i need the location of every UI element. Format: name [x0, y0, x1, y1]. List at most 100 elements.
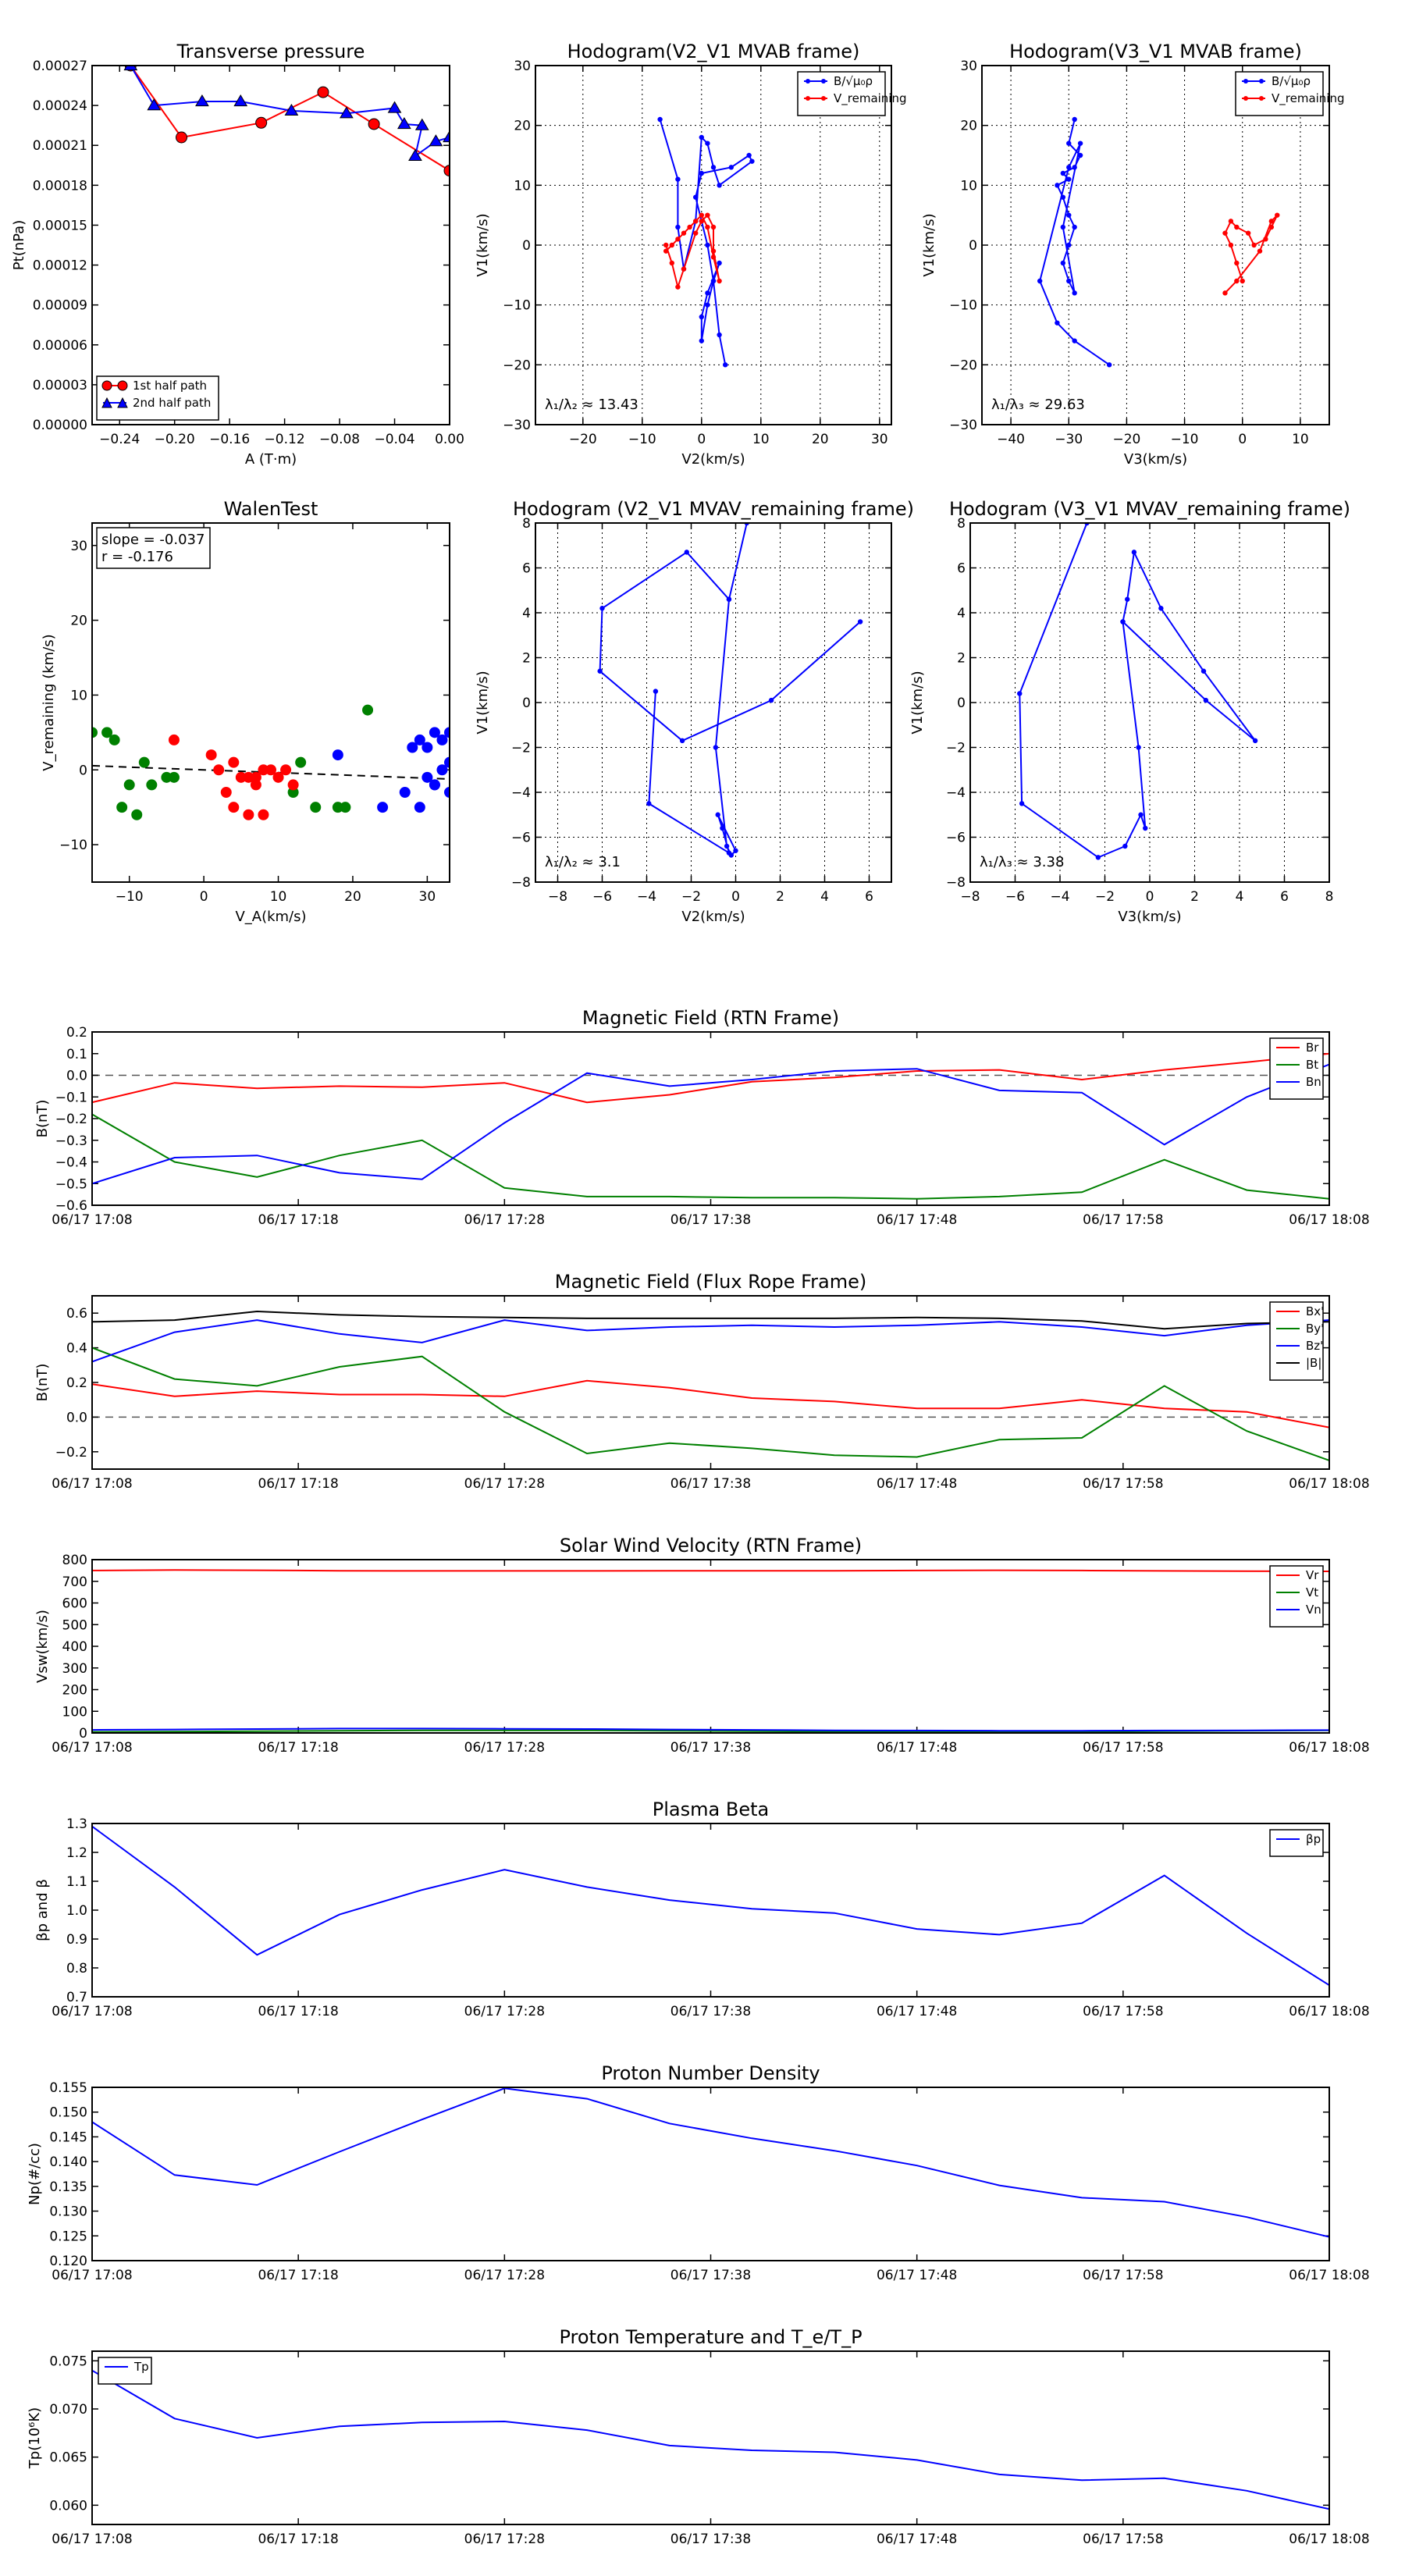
data-point	[1072, 165, 1077, 170]
data-point	[414, 734, 425, 745]
x-tick-label: −10	[1171, 432, 1199, 447]
data-point	[663, 248, 669, 254]
data-point	[1077, 152, 1083, 158]
data-point	[368, 118, 380, 130]
y-tick-label: 30	[70, 539, 87, 554]
plot-area	[1017, 523, 1258, 860]
data-point	[1222, 230, 1228, 236]
data-point	[1060, 194, 1066, 200]
data-point	[429, 134, 443, 147]
x-tick-label: 0	[697, 432, 706, 447]
x-tick-label: 06/17 17:48	[877, 2004, 957, 2019]
y-tick-label: 2	[522, 651, 531, 667]
data-point	[258, 809, 269, 820]
data-point	[443, 130, 450, 143]
data-point	[663, 242, 669, 248]
x-axis-label: A (T·m)	[245, 451, 297, 468]
legend-label: By'	[1306, 1322, 1324, 1336]
legend-label: B/√μ₀ρ	[1272, 74, 1311, 88]
y-tick-label: 0.00018	[33, 178, 87, 194]
x-tick-label: 06/17 17:28	[464, 2268, 545, 2283]
data-point	[1060, 224, 1066, 230]
y-tick-label: −10	[503, 298, 531, 314]
x-tick-label: −4	[637, 889, 656, 905]
legend-marker	[117, 380, 128, 391]
legend-marker	[117, 397, 128, 408]
y-tick-label: −0.3	[55, 1133, 87, 1149]
series-0-line	[92, 2087, 1329, 2238]
data-point	[1066, 141, 1072, 146]
data-point	[681, 230, 687, 236]
x-tick-label: −20	[569, 432, 597, 447]
x-tick-label: 8	[1325, 889, 1334, 905]
data-point	[429, 727, 440, 738]
x-tick-label: 06/17 17:48	[877, 1740, 957, 1756]
series-by--line	[92, 1347, 1329, 1461]
x-tick-label: 6	[1280, 889, 1289, 905]
data-point	[422, 771, 433, 783]
x-tick-label: 06/17 17:28	[464, 1476, 545, 1492]
legend-label: Bn	[1306, 1075, 1321, 1089]
x-axis-label: V_A(km/s)	[235, 909, 306, 925]
legend-marker	[101, 380, 112, 391]
data-point	[699, 212, 704, 218]
data-point	[436, 734, 448, 745]
x-tick-label: 06/17 17:58	[1083, 2004, 1163, 2019]
annotation-text: slope = -0.037	[101, 532, 205, 548]
series-b--line	[1039, 119, 1110, 366]
x-tick-label: 06/17 17:38	[670, 1740, 751, 1756]
y-tick-label: 0.00021	[33, 138, 87, 154]
y-tick-label: 0.0	[66, 1410, 87, 1425]
y-tick-label: −10	[59, 838, 87, 853]
legend-box	[96, 375, 219, 421]
data-point	[687, 224, 692, 230]
data-point	[726, 596, 732, 602]
y-tick-label: 8	[522, 516, 531, 532]
y-axis-label: βp and β	[34, 1879, 51, 1941]
data-point	[1072, 290, 1077, 296]
data-point	[684, 550, 689, 555]
legend-label: Tp	[133, 2360, 149, 2374]
y-tick-label: 1.2	[66, 1845, 87, 1861]
y-tick-label: −0.1	[55, 1090, 87, 1105]
y-tick-label: 20	[960, 119, 977, 134]
data-point	[146, 779, 158, 791]
y-tick-label: −0.2	[55, 1445, 87, 1461]
x-tick-label: 06/17 17:58	[1083, 2532, 1163, 2547]
legend-marker	[806, 79, 810, 84]
legend: 1st half path 2nd half path	[96, 375, 219, 421]
data-point	[1136, 745, 1141, 750]
y-tick-label: 10	[514, 178, 531, 194]
data-point	[657, 116, 663, 123]
data-point	[1066, 212, 1072, 218]
y-tick-label: 10	[960, 178, 977, 194]
axes-frame	[91, 1559, 1330, 1734]
axes-frame	[535, 522, 892, 883]
plot-area	[1037, 116, 1280, 368]
y-axis-label: B(nT)	[34, 1364, 51, 1402]
data-point	[1077, 141, 1083, 146]
x-tick-label: 06/17 17:08	[52, 2268, 132, 2283]
y-tick-label: −0.5	[55, 1176, 87, 1192]
data-point	[1268, 224, 1275, 230]
data-point	[699, 134, 704, 141]
plot-area	[92, 2369, 1329, 2510]
legend-label: Br	[1306, 1041, 1319, 1055]
data-point	[168, 771, 180, 783]
y-tick-label: 500	[62, 1617, 87, 1633]
series--b--line	[92, 1310, 1329, 1330]
y-tick-label: 0	[969, 238, 977, 254]
x-tick-label: −2	[681, 889, 701, 905]
y-tick-label: 0.155	[49, 2080, 87, 2096]
data-point	[1095, 855, 1101, 860]
legend-label: Bt	[1306, 1058, 1318, 1072]
y-tick-label: 20	[70, 614, 87, 629]
legend: Vr Vt Vn	[1269, 1565, 1324, 1628]
data-point	[1060, 260, 1066, 266]
data-point	[1257, 248, 1263, 254]
data-point	[1066, 176, 1072, 182]
data-point	[705, 224, 710, 230]
data-point	[317, 86, 329, 98]
y-tick-label: 0.120	[49, 2254, 87, 2269]
data-point	[728, 165, 734, 170]
